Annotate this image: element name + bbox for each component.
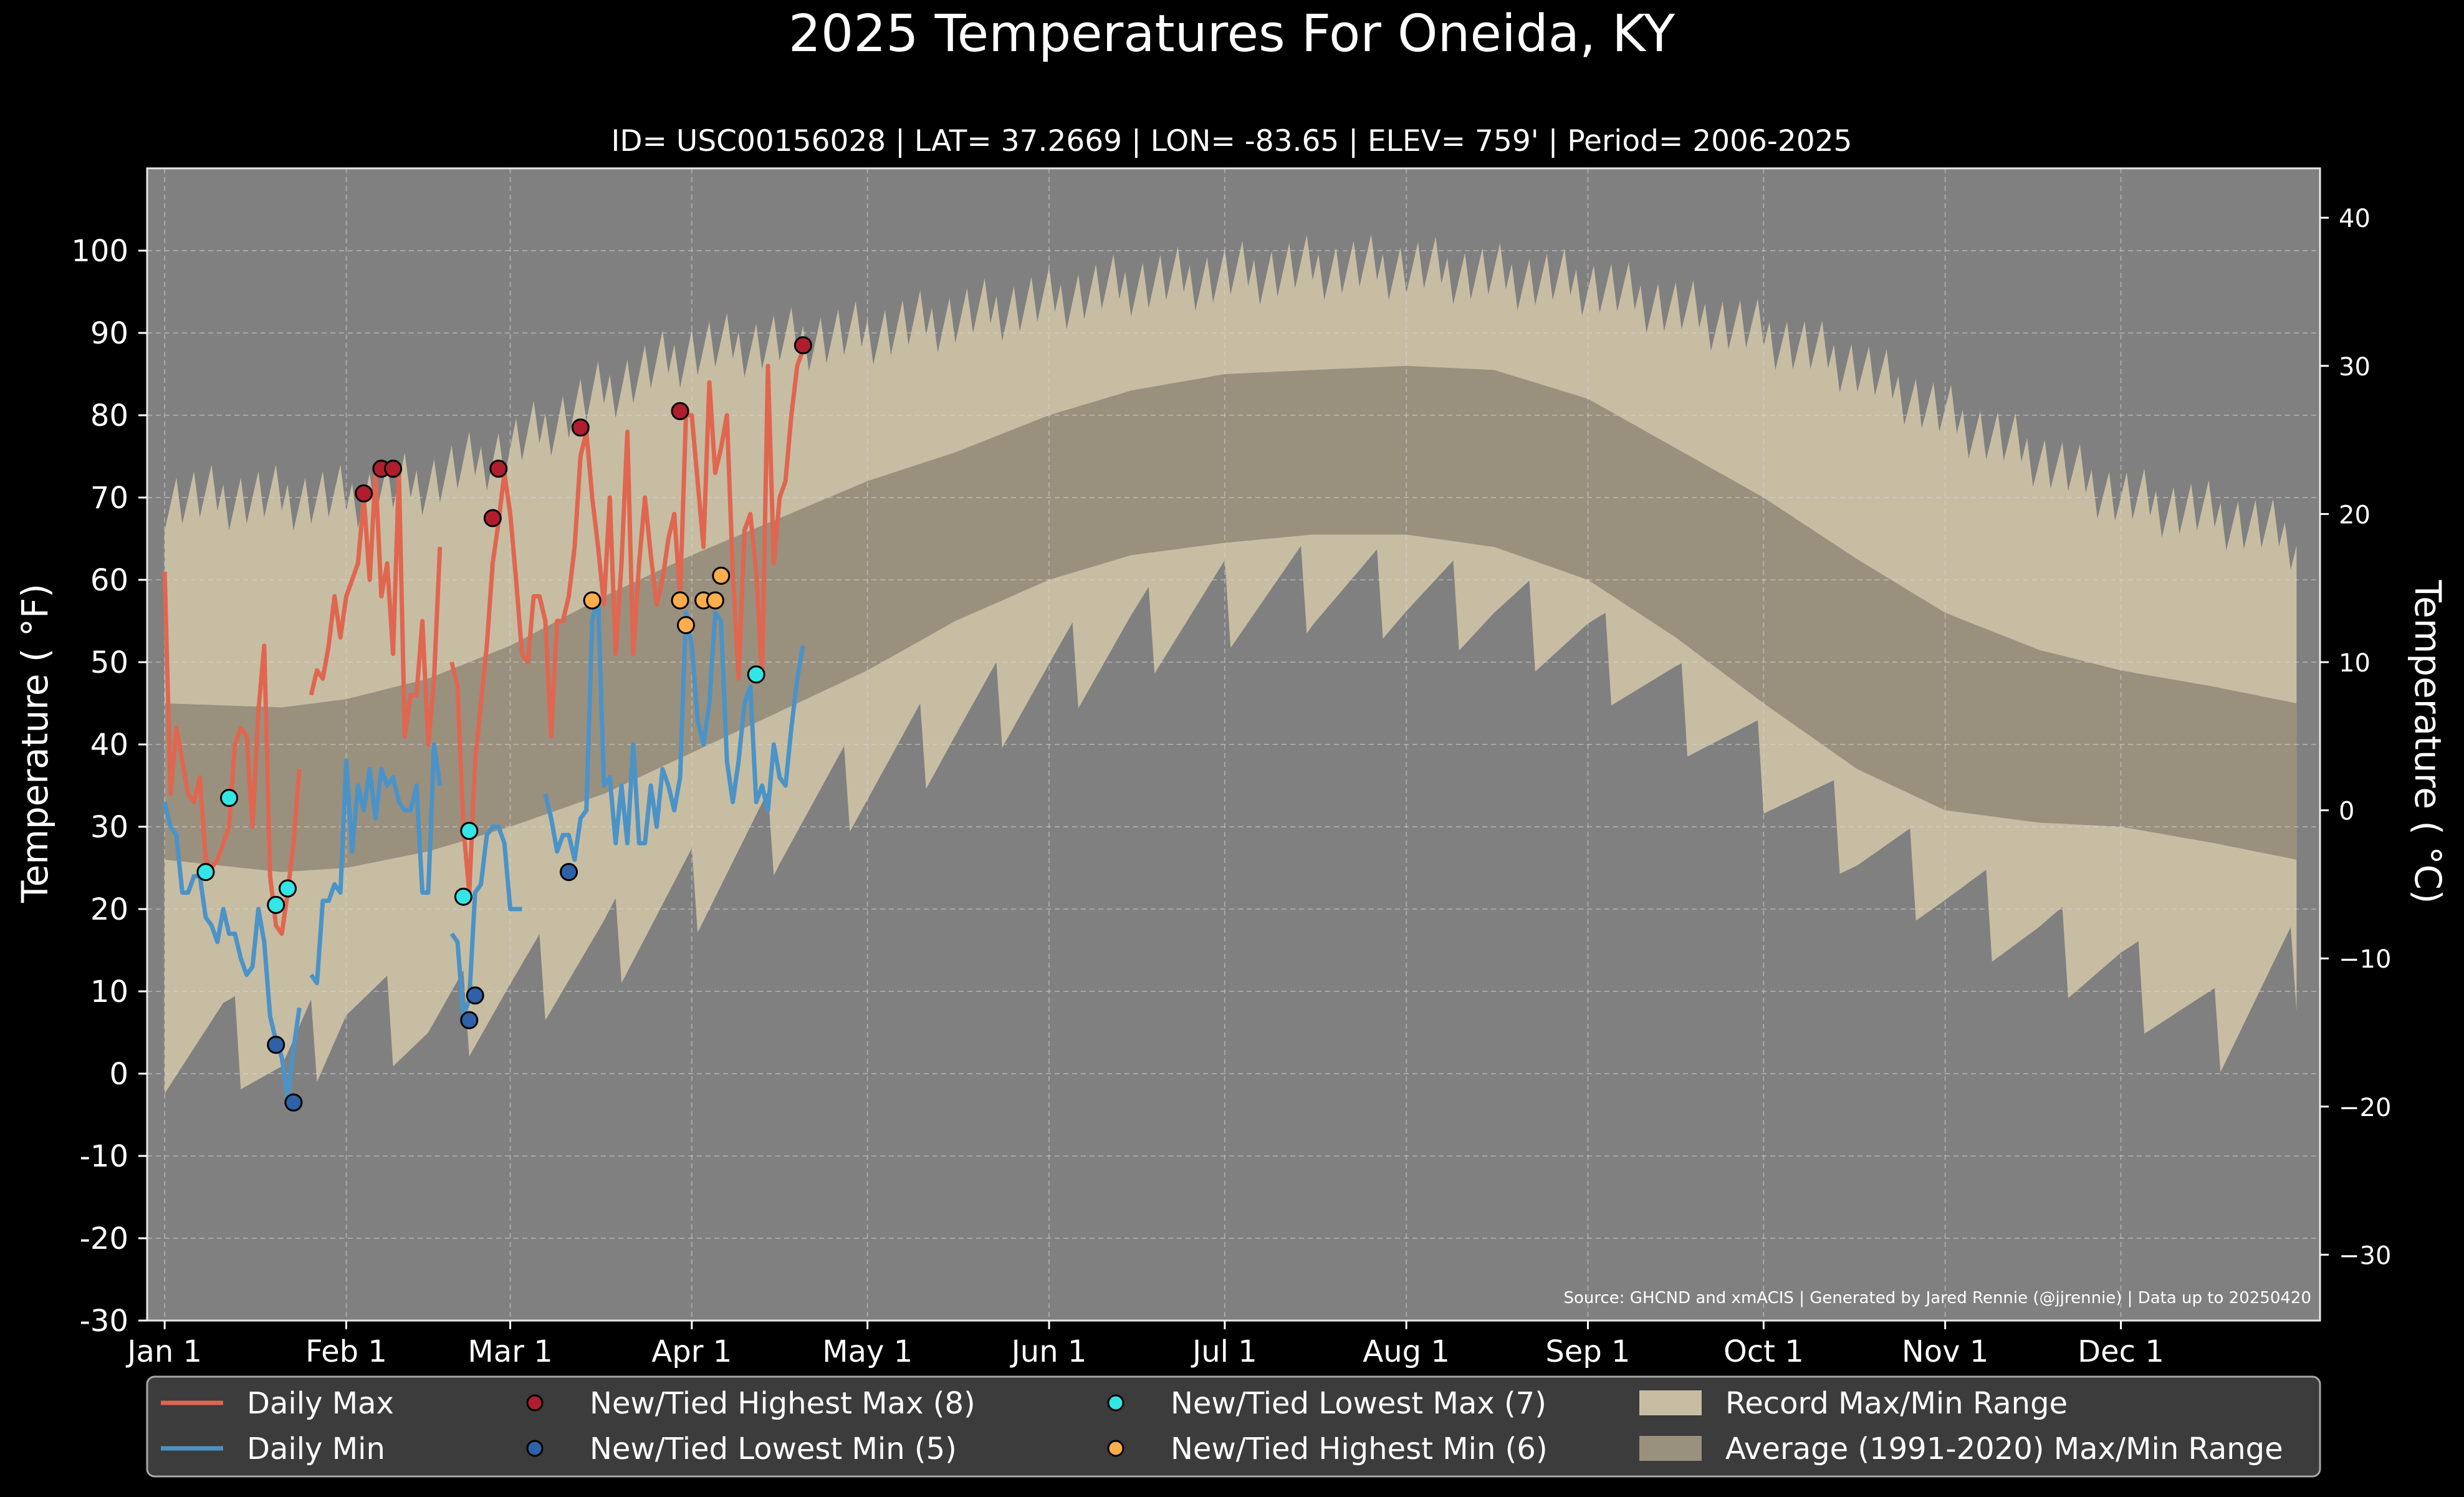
marker-highest-max (483, 509, 502, 527)
x-tick-label: Oct 1 (1723, 1334, 1804, 1369)
y-right-tick-label: 0 (2339, 797, 2354, 826)
legend-swatch-dot (526, 1440, 544, 1457)
marker-highest-min (583, 591, 602, 610)
legend-label: New/Tied Highest Max (8) (590, 1386, 976, 1421)
y-tick-label: 30 (90, 810, 128, 845)
marker-highest-min (712, 566, 731, 585)
y-tick-label: 90 (90, 316, 128, 351)
x-tick-label: Feb 1 (305, 1334, 387, 1369)
marker-highest-max (355, 484, 373, 503)
y-right-tick-label: 40 (2339, 205, 2371, 233)
legend-swatch-dot (526, 1394, 544, 1412)
y-right-tick-label: 10 (2339, 649, 2371, 678)
legend-label: New/Tied Lowest Min (5) (590, 1432, 957, 1466)
y-tick-label: 60 (90, 563, 128, 598)
marker-lowest-max (747, 665, 765, 684)
legend-swatch-dot (1107, 1394, 1124, 1412)
marker-lowest-min (466, 986, 484, 1005)
y-tick-label: 10 (90, 975, 128, 1009)
daily-min-line (309, 742, 443, 986)
y-tick-label: -20 (80, 1221, 128, 1256)
marker-highest-min (706, 591, 724, 610)
marker-lowest-max (196, 863, 215, 882)
x-tick-label: Dec 1 (2078, 1334, 2164, 1369)
y-tick-label: -10 (80, 1139, 128, 1174)
marker-lowest-max (454, 887, 472, 906)
normal-range-band (165, 365, 2297, 872)
x-tick-label: Sep 1 (1545, 1334, 1630, 1369)
x-tick-label: Nov 1 (1902, 1334, 1988, 1369)
x-tick-label: Aug 1 (1363, 1334, 1450, 1369)
daily-max-line (449, 349, 805, 895)
source-note: Source: GHCND and xmACIS | Generated by … (1563, 1289, 2311, 1307)
y-right-tick-label: 30 (2339, 353, 2371, 382)
y-tick-label: 70 (90, 481, 128, 516)
legend-swatch-patch (1639, 1436, 1702, 1461)
y-right-tick-label: −20 (2339, 1094, 2391, 1122)
legend-label: Daily Max (247, 1386, 394, 1421)
y-tick-label: 80 (90, 398, 128, 433)
legend-label: New/Tied Highest Min (6) (1171, 1432, 1548, 1466)
legend: Daily Max Daily Min New/Tied Highest Max (… (146, 1375, 2321, 1478)
x-tick-label: Jul 1 (1191, 1334, 1257, 1369)
y-right-tick-label: 20 (2339, 501, 2371, 529)
legend-label: New/Tied Lowest Max (7) (1171, 1386, 1546, 1421)
marker-highest-max (571, 418, 590, 437)
y-axis-label-right: Temperature ( °C) (2407, 579, 2449, 903)
marker-lowest-min (267, 1036, 285, 1054)
legend-label: Record Max/Min Range (1725, 1386, 2068, 1421)
y-axis-label-left: Temperature ( °F) (14, 584, 56, 903)
legend-swatch-patch (1639, 1390, 1702, 1415)
marker-highest-max (671, 402, 689, 420)
daily-min-line (543, 594, 805, 862)
legend-swatch-dot (1107, 1440, 1124, 1457)
legend-label: Average (1991-2020) Max/Min Range (1725, 1432, 2283, 1466)
y-tick-label: 50 (90, 645, 128, 680)
marker-highest-max (489, 460, 508, 478)
legend-label: Daily Min (247, 1432, 385, 1466)
y-right-tick-label: −10 (2339, 945, 2391, 974)
marker-lowest-min (460, 1011, 479, 1029)
marker-lowest-max (460, 822, 479, 840)
chart-subtitle: ID= USC00156028 | LAT= 37.2669 | LON= -8… (611, 124, 1853, 158)
marker-lowest-max (279, 879, 297, 898)
daily-max-line (162, 571, 302, 936)
marker-highest-max (384, 460, 403, 478)
marker-lowest-max (220, 789, 239, 807)
chart-title: 2025 Temperatures For Oneida, KY (789, 4, 1675, 64)
record-range-band (165, 234, 2297, 1094)
marker-highest-min (671, 591, 689, 610)
marker-lowest-max (267, 895, 285, 914)
x-tick-label: Mar 1 (467, 1334, 552, 1369)
y-tick-label: -30 (80, 1304, 128, 1339)
marker-highest-max (793, 336, 812, 355)
marker-highest-min (676, 616, 695, 635)
marker-lowest-min (560, 863, 578, 882)
y-tick-label: 40 (90, 728, 128, 763)
y-tick-label: 0 (109, 1057, 128, 1092)
y-right-tick-label: −30 (2339, 1241, 2391, 1270)
x-tick-label: Jun 1 (1010, 1334, 1087, 1369)
y-tick-label: 20 (90, 892, 128, 927)
x-tick-label: Apr 1 (651, 1334, 732, 1369)
marker-lowest-min (284, 1093, 303, 1112)
x-tick-label: May 1 (822, 1334, 913, 1369)
y-tick-label: 100 (71, 234, 128, 269)
x-tick-label: Jan 1 (125, 1334, 202, 1369)
